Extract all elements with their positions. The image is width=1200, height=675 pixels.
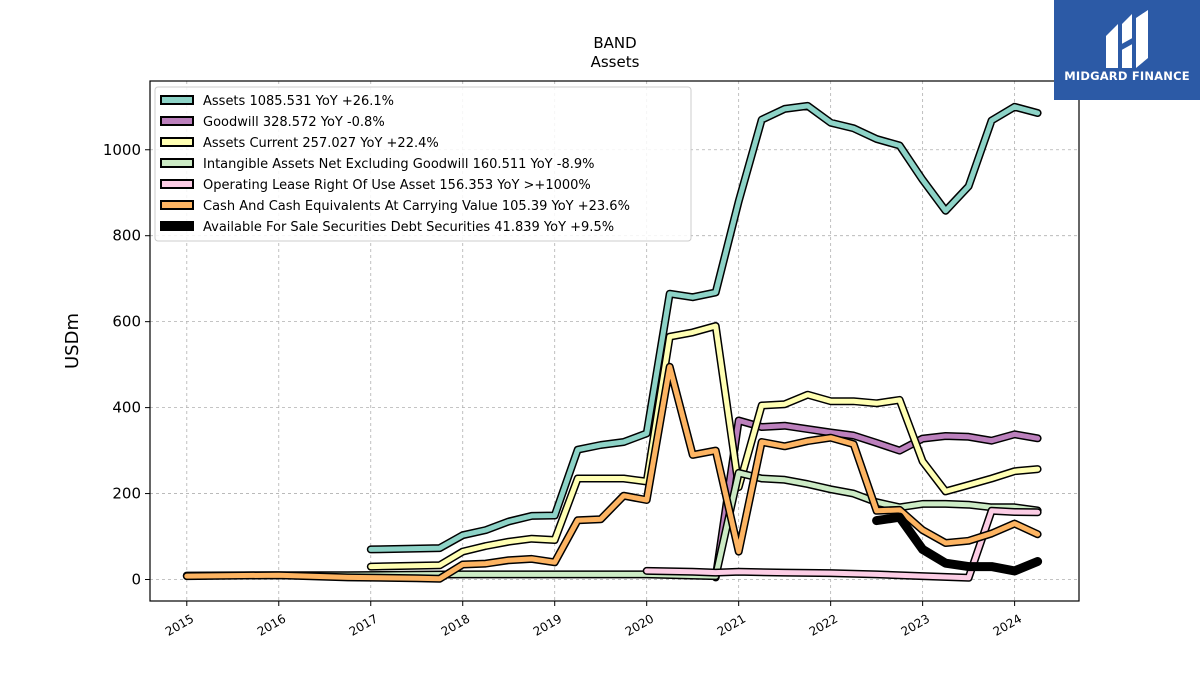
x-tick-label: 2017 bbox=[347, 611, 380, 638]
y-tick-label: 400 bbox=[112, 399, 141, 417]
legend-box bbox=[154, 86, 692, 242]
series-line bbox=[368, 103, 1041, 552]
series-line bbox=[644, 508, 1041, 581]
y-tick-label: 800 bbox=[112, 227, 141, 245]
legend-swatch bbox=[160, 137, 194, 147]
brand-name: MIDGARD FINANCE bbox=[1064, 69, 1190, 83]
y-axis-label: USDm bbox=[62, 313, 83, 369]
legend-swatch bbox=[160, 158, 194, 168]
chart-subtitle: Assets bbox=[591, 53, 640, 71]
y-tick-label: 0 bbox=[131, 571, 141, 589]
legend-entry: Assets Current 257.027 YoY +22.4% bbox=[203, 136, 439, 151]
legend-swatch bbox=[160, 179, 194, 189]
series-lines bbox=[182, 101, 1043, 583]
legend-entry: Assets 1085.531 YoY +26.1% bbox=[203, 94, 394, 109]
x-tick-label: 2023 bbox=[899, 611, 932, 638]
brand-logo: MIDGARD FINANCE bbox=[1054, 0, 1200, 100]
legend-entry: Intangible Assets Net Excluding Goodwill… bbox=[203, 157, 594, 172]
series-line bbox=[713, 418, 1041, 580]
x-tick-label: 2019 bbox=[531, 611, 564, 638]
series-line bbox=[184, 470, 1041, 579]
legend: Assets 1085.531 YoY +26.1% Goodwill 328.5… bbox=[154, 86, 692, 242]
x-tick-label: 2022 bbox=[807, 611, 840, 638]
brand-mark-icon bbox=[1106, 10, 1148, 68]
chart-title: BAND bbox=[593, 34, 636, 52]
x-tick-label: 2020 bbox=[623, 611, 656, 638]
legend-swatch bbox=[160, 116, 194, 126]
x-tick-label: 2018 bbox=[439, 611, 472, 638]
legend-entry: Available For Sale Securities Debt Secur… bbox=[203, 220, 614, 235]
legend-swatch bbox=[160, 221, 194, 231]
x-tick-label: 2021 bbox=[715, 611, 748, 638]
y-tick-label: 1000 bbox=[103, 141, 141, 159]
series-line bbox=[872, 512, 1043, 576]
series-line bbox=[184, 364, 1041, 582]
legend-swatch bbox=[160, 95, 194, 105]
plot-frame bbox=[149, 80, 1080, 602]
y-tick-label: 200 bbox=[112, 485, 141, 503]
legend-entry: Operating Lease Right Of Use Asset 156.3… bbox=[203, 178, 591, 193]
series-line-outline bbox=[182, 362, 1042, 583]
legend-entry: Goodwill 328.572 YoY -0.8% bbox=[203, 115, 385, 130]
legend-entry: Cash And Cash Equivalents At Carrying Va… bbox=[203, 199, 630, 214]
y-tick-label: 600 bbox=[112, 313, 141, 331]
legend-swatch bbox=[160, 200, 194, 210]
series-line bbox=[368, 323, 1041, 570]
x-tick-label: 2024 bbox=[991, 611, 1024, 638]
x-tick-label: 2015 bbox=[163, 611, 196, 638]
x-tick-label: 2016 bbox=[255, 611, 288, 638]
